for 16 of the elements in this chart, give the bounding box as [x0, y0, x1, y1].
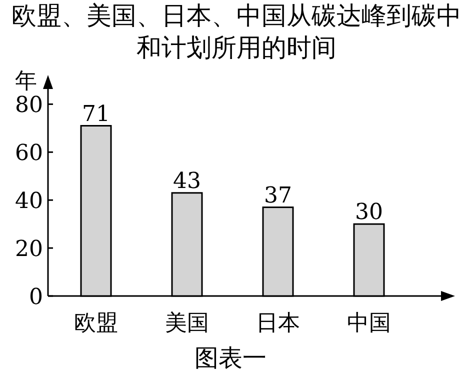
x-tick-label: 美国	[165, 311, 209, 336]
y-tick-label: 0	[29, 285, 43, 310]
title: 欧盟、美国、日本、中国从碳达峰到碳中和计划所用的时间	[12, 1, 462, 62]
text: 图表一	[194, 344, 266, 372]
x-tick-label: 中国	[347, 311, 391, 336]
data-label: 71	[82, 102, 110, 127]
y-tick-label: 40	[15, 189, 43, 214]
data-label: 43	[173, 168, 201, 194]
y-tick-label: 60	[15, 141, 43, 166]
y-tick-label: 80	[15, 93, 43, 118]
y-axis-title: 年	[15, 69, 37, 94]
y-tick-label: 20	[15, 237, 43, 262]
x-tick-label: 日本	[256, 311, 300, 336]
data-label: 37	[264, 183, 292, 208]
data-label: 30	[355, 200, 383, 226]
x-tick-label: 欧盟	[74, 311, 118, 336]
